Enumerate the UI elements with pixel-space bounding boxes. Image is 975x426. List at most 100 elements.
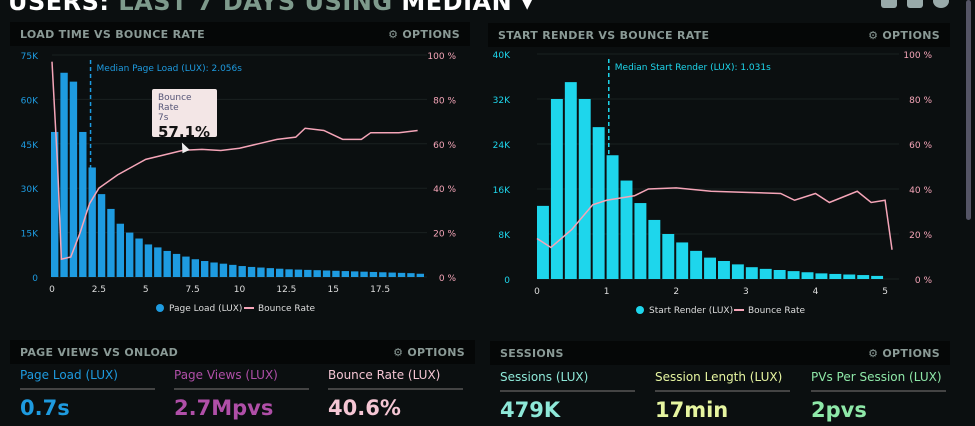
- bar: [843, 274, 856, 279]
- bar: [154, 247, 162, 277]
- x-tick-label: 3: [743, 287, 749, 297]
- legend-bar-swatch: [156, 304, 164, 312]
- scrollbar[interactable]: [966, 0, 971, 220]
- options-button[interactable]: ⚙ OPTIONS: [868, 28, 940, 42]
- bar: [801, 272, 814, 279]
- bar: [69, 81, 78, 277]
- metric-value: 0.7s: [20, 396, 70, 420]
- bar: [88, 167, 96, 277]
- bar: [360, 271, 368, 277]
- bar: [126, 232, 134, 277]
- load-panel-header: LOAD TIME VS BOUNCE RATE ⚙ OPTIONS: [10, 22, 470, 46]
- metric-value: 17min: [655, 398, 729, 422]
- bar: [276, 268, 284, 277]
- bar: [97, 194, 106, 277]
- bar: [144, 244, 153, 277]
- title-using: USING: [304, 0, 393, 16]
- bar: [341, 271, 349, 277]
- bar: [116, 223, 124, 277]
- tooltip-sub: 7s: [158, 113, 169, 123]
- metric-card: PVs Per Session (LUX) 2pvs: [811, 370, 946, 422]
- bar: [690, 250, 703, 279]
- x-tick-label: 0: [534, 287, 540, 297]
- bar: [304, 269, 312, 277]
- y2-tick-label: 0 %: [439, 274, 457, 284]
- bar: [397, 272, 406, 277]
- bar: [676, 242, 689, 279]
- bounce-rate-line: [536, 187, 893, 250]
- y2-tick-label: 20 %: [909, 231, 932, 241]
- bar: [369, 271, 378, 277]
- title-mode: MEDIAN: [401, 0, 513, 16]
- legend-line-label: Bounce Rate: [748, 306, 806, 316]
- y-tick-label: 40K: [493, 51, 511, 61]
- x-tick-label: 4: [813, 287, 819, 297]
- tooltip: Bounce Rate 7s 57.1%: [152, 89, 217, 141]
- bar: [388, 272, 396, 277]
- options-button[interactable]: ⚙ OPTIONS: [393, 345, 465, 359]
- x-tick-label: 12.5: [276, 285, 296, 295]
- bar: [229, 264, 237, 277]
- share-icon[interactable]: [907, 0, 923, 8]
- median-annotation: Median Page Load (LUX): 2.056s: [97, 64, 243, 74]
- x-tick-label: 10: [234, 285, 246, 295]
- x-tick-label: 17.5: [370, 285, 390, 295]
- bar: [787, 271, 800, 279]
- bar: [871, 275, 884, 279]
- panel-title: LOAD TIME VS BOUNCE RATE: [20, 27, 205, 41]
- x-tick-label: 1: [604, 287, 610, 297]
- metric-label: Bounce Rate (LUX): [328, 368, 463, 390]
- bar: [238, 266, 246, 277]
- bar: [745, 267, 758, 279]
- y2-tick-label: 60 %: [909, 141, 932, 151]
- y2-tick-label: 100 %: [427, 52, 456, 62]
- tooltip-value: 57.1%: [158, 123, 211, 141]
- bar: [201, 261, 209, 277]
- bar: [634, 203, 647, 279]
- bar: [163, 250, 171, 277]
- bar: [191, 259, 199, 277]
- title-range: LAST 7 DAYS: [118, 0, 296, 16]
- bar: [51, 131, 59, 277]
- bar: [718, 261, 730, 279]
- help-icon[interactable]: [933, 0, 949, 8]
- options-button[interactable]: ⚙ OPTIONS: [868, 346, 940, 360]
- y-tick-label: 45K: [21, 141, 39, 151]
- bar: [266, 268, 274, 277]
- bar: [829, 273, 842, 279]
- bar: [172, 253, 181, 277]
- bar: [407, 273, 415, 277]
- y2-tick-label: 60 %: [433, 141, 456, 151]
- legend-line-label: Bounce Rate: [258, 304, 316, 314]
- options-button[interactable]: ⚙ OPTIONS: [388, 27, 460, 41]
- y-tick-label: 0: [504, 276, 510, 286]
- y-tick-label: 0: [32, 274, 38, 284]
- render-panel-header: START RENDER VS BOUNCE RATE ⚙ OPTIONS: [488, 23, 950, 47]
- bar: [135, 238, 143, 277]
- bar: [285, 269, 293, 277]
- y-tick-label: 75K: [21, 52, 39, 62]
- metric-label: Page Load (LUX): [20, 368, 155, 390]
- metric-value: 2.7Mpvs: [174, 396, 274, 420]
- y2-tick-label: 100 %: [903, 51, 932, 61]
- bar: [704, 257, 716, 279]
- legend-bar-label: Start Render (LUX): [649, 306, 733, 316]
- start-render-chart: 0 8K 16K 24K 32K 40K 0 % 20 % 40 % 60 % 80 % 100 % 0…: [493, 51, 933, 316]
- bar: [578, 99, 591, 279]
- y2-tick-label: 80 %: [433, 96, 456, 106]
- bar: [731, 264, 744, 279]
- monitor-icon[interactable]: [881, 0, 897, 8]
- x-tick-label: 0: [49, 285, 55, 295]
- bar: [416, 273, 424, 277]
- metric-card: Sessions (LUX) 479K: [500, 370, 635, 422]
- bar: [759, 268, 772, 279]
- page-title[interactable]: USERS: LAST 7 DAYS USING MEDIAN ▾: [8, 0, 534, 16]
- y-tick-label: 24K: [493, 141, 511, 151]
- metric-card: Session Length (LUX) 17min: [655, 370, 790, 422]
- bar: [107, 208, 115, 277]
- sessions-panel-header: SESSIONS ⚙ OPTIONS: [490, 341, 950, 365]
- y-tick-label: 15K: [21, 230, 39, 240]
- metric-label: PVs Per Session (LUX): [811, 370, 946, 392]
- chevron-down-icon[interactable]: ▾: [521, 0, 534, 16]
- bar: [351, 271, 359, 277]
